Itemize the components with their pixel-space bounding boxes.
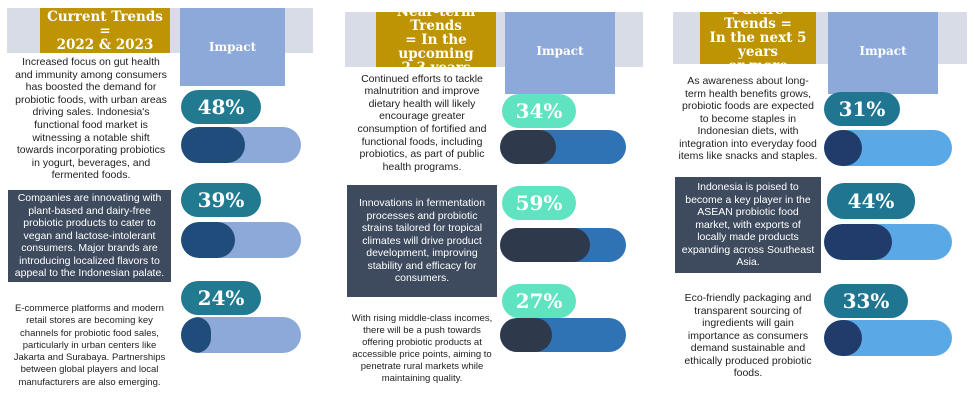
impact-bar-fill — [500, 318, 552, 352]
impact-bar — [824, 224, 952, 260]
trend-column-current: Current Trends = 2022 & 2023 Impact Incr… — [0, 0, 320, 402]
trend-text: Eco-friendly packaging and transparent s… — [684, 291, 812, 380]
impact-header: Impact — [180, 8, 285, 86]
trend-text-highlight: Innovations in fermentation processes an… — [347, 185, 497, 297]
trend-text: E-commerce platforms and modern retail s… — [13, 303, 166, 388]
impact-header: Impact — [828, 12, 938, 94]
impact-percent-badge: 33% — [824, 284, 908, 318]
impact-percent-badge: 31% — [824, 92, 900, 126]
trend-text: Continued efforts to tackle malnutrition… — [357, 72, 487, 173]
impact-bar-fill — [181, 222, 235, 258]
impact-bar — [824, 320, 952, 356]
column-title: Current Trends = 2022 & 2023 — [40, 8, 170, 53]
impact-bar-fill — [181, 317, 211, 353]
impact-percent-badge: 27% — [502, 284, 576, 318]
impact-percent-badge: 59% — [502, 186, 576, 220]
impact-percent-badge: 44% — [827, 183, 915, 219]
impact-bar — [181, 222, 301, 258]
impact-bar-fill — [824, 320, 862, 356]
impact-bar-fill — [500, 130, 556, 164]
impact-percent-badge: 24% — [181, 281, 261, 315]
impact-header: Impact — [505, 12, 615, 94]
impact-bar — [181, 317, 301, 353]
trend-text: As awareness about long-term health bene… — [678, 74, 818, 163]
impact-percent-badge: 48% — [181, 90, 261, 124]
impact-bar — [824, 130, 952, 166]
trend-text-highlight: Indonesia is poised to become a key play… — [675, 177, 821, 273]
column-title: Future Trends = In the next 5 years or m… — [700, 3, 816, 73]
trend-text-highlight: Companies are innovating with plant-base… — [8, 190, 171, 282]
impact-percent-badge: 39% — [181, 183, 261, 217]
impact-bar-fill — [500, 228, 590, 262]
trend-text: With rising middle-class incomes, there … — [351, 313, 493, 384]
impact-bar-fill — [824, 224, 892, 260]
impact-bar — [500, 228, 626, 262]
trend-column-near-term: Near-term Trends = In the upcoming 2-3 y… — [345, 12, 643, 384]
impact-bar — [500, 318, 626, 352]
impact-bar-fill — [824, 130, 862, 166]
impact-bar — [500, 130, 626, 164]
impact-bar — [181, 127, 301, 163]
trend-text: Increased focus on gut health and immuni… — [15, 56, 167, 182]
impact-bar-fill — [181, 127, 245, 163]
impact-percent-badge: 34% — [502, 94, 576, 128]
